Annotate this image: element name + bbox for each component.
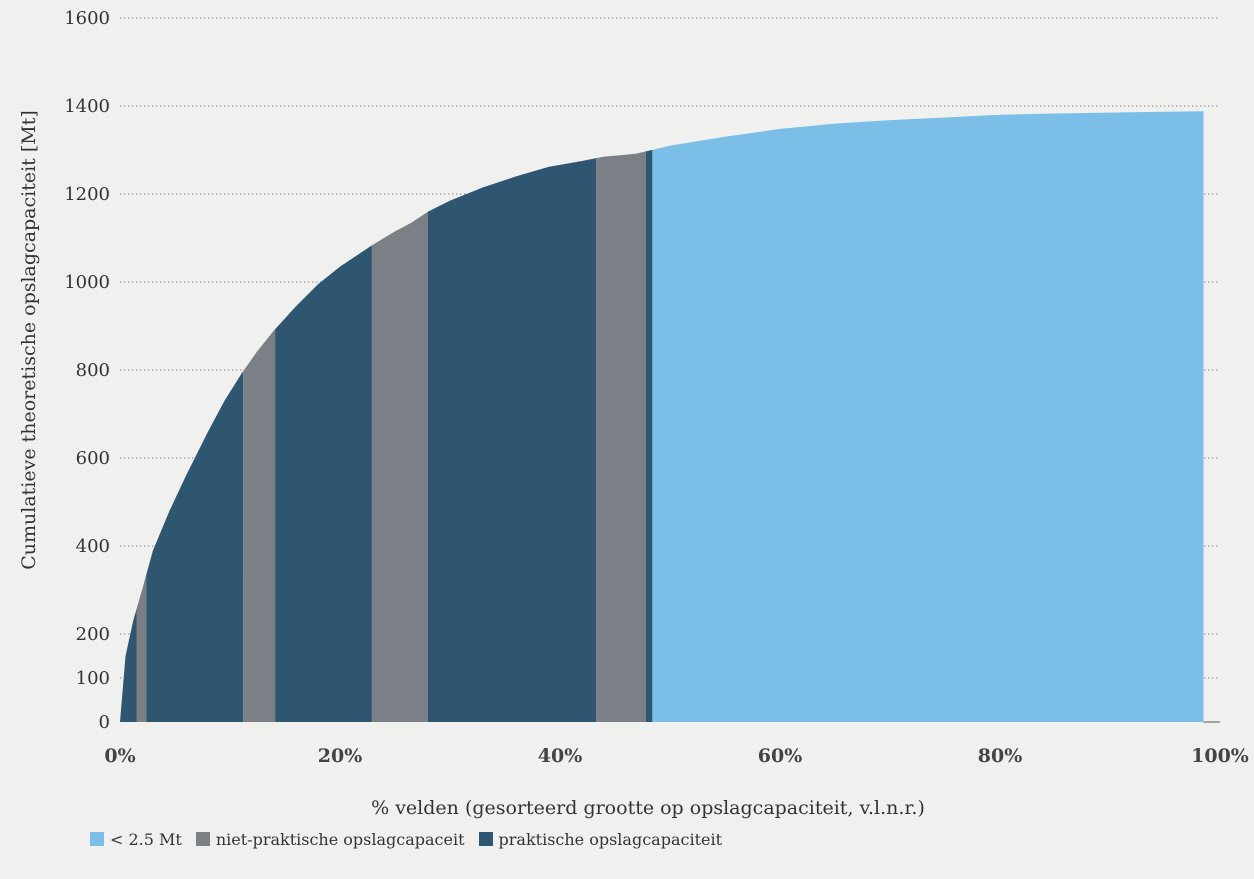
legend: < 2.5 Mt niet-praktische opslagcapaceit … xyxy=(90,828,722,850)
segment-practical-0 xyxy=(120,609,137,722)
y-tick-label-800: 800 xyxy=(76,360,110,381)
legend-swatch-impractical xyxy=(195,832,210,846)
y-tick-label-600: 600 xyxy=(76,448,110,469)
legend-item-small: < 2.5 Mt xyxy=(90,830,182,849)
legend-swatch-small xyxy=(90,832,104,846)
y-axis-title: Cumulatieve theoretische opslagcapacitei… xyxy=(18,110,40,570)
legend-label-practical: praktische opslagcapaciteit xyxy=(498,829,723,849)
segment-impractical-1 xyxy=(136,574,147,722)
x-tick-label-100: 100% xyxy=(1191,745,1249,767)
legend-item-practical: praktische opslagcapaciteit xyxy=(478,829,723,849)
x-tick-label-60: 60% xyxy=(758,745,803,767)
y-tick-label-1400: 1400 xyxy=(64,96,110,117)
legend-swatch-practical xyxy=(478,832,493,846)
y-tick-label-1600: 1600 xyxy=(64,8,110,29)
x-tick-label-0: 0% xyxy=(104,745,135,767)
x-tick-label-40: 40% xyxy=(538,745,583,767)
segment-impractical-3 xyxy=(243,329,276,722)
x-tick-label-20: 20% xyxy=(318,745,363,767)
legend-label-small: < 2.5 Mt xyxy=(110,829,182,849)
segment-impractical-7 xyxy=(596,151,646,722)
legend-item-impractical: niet-praktische opslagcapaceit xyxy=(195,829,465,849)
y-tick-label-400: 400 xyxy=(76,536,110,557)
segment-practical-8 xyxy=(645,149,653,722)
segment-small-9 xyxy=(652,111,1204,722)
segment-practical-4 xyxy=(275,245,372,722)
x-axis-title: % velden (gesorteerd grootte op opslagca… xyxy=(371,797,925,819)
y-tick-label-1000: 1000 xyxy=(64,272,110,293)
segment-practical-6 xyxy=(428,158,597,722)
x-tick-label-80: 80% xyxy=(978,745,1023,767)
y-tick-label-200: 200 xyxy=(76,624,110,645)
y-tick-label-0: 0 xyxy=(99,712,110,733)
y-tick-label-1200: 1200 xyxy=(64,184,110,205)
legend-label-impractical: niet-praktische opslagcapaceit xyxy=(215,829,465,849)
y-tick-label-100: 100 xyxy=(76,668,110,689)
segment-practical-2 xyxy=(146,371,244,722)
segment-impractical-5 xyxy=(371,211,428,722)
